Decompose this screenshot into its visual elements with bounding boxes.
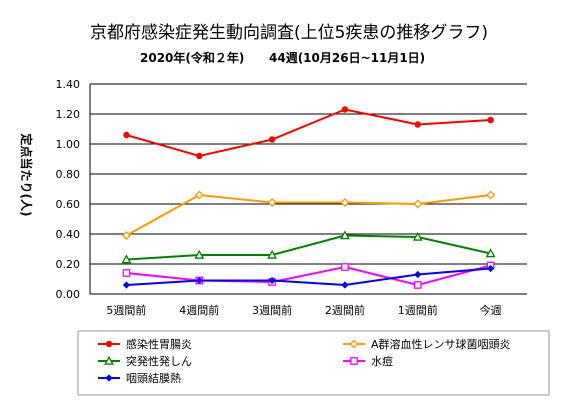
data-point bbox=[486, 190, 496, 200]
data-point bbox=[340, 230, 350, 240]
series-line bbox=[126, 264, 491, 287]
y-axis-label-text: 定点当たり(人) bbox=[19, 134, 34, 217]
y-tick-label: 0.40 bbox=[56, 228, 81, 241]
y-axis-label: 定点当たり(人) bbox=[19, 134, 34, 217]
series bbox=[121, 106, 496, 289]
legend-marker bbox=[104, 355, 114, 365]
legend-marker bbox=[349, 339, 359, 349]
series-line bbox=[126, 267, 491, 287]
data-point bbox=[268, 136, 276, 143]
data-point bbox=[341, 263, 349, 271]
series-line bbox=[125, 193, 491, 237]
data-point bbox=[194, 190, 204, 200]
series-line bbox=[126, 234, 491, 261]
y-tick-label: 0.20 bbox=[56, 258, 81, 271]
data-point bbox=[341, 106, 349, 113]
y-tick-labels: 0.00 0.20 0.40 0.60 0.80 1.00 1.20 1.40 bbox=[56, 78, 81, 301]
legend-label: 咽頭結膜熱 bbox=[126, 371, 181, 385]
legend-box bbox=[77, 330, 550, 396]
legend-marker bbox=[105, 374, 113, 382]
chart-title: 京都府感染症発生動向調査(上位5疾患の推移グラフ) bbox=[90, 23, 488, 43]
chart-subtitle-week: 44週(10月26日~11月1日) bbox=[269, 50, 425, 65]
data-point bbox=[121, 254, 132, 264]
data-point bbox=[122, 281, 131, 289]
data-point bbox=[414, 270, 422, 279]
y-tick-label: 0.60 bbox=[56, 198, 81, 211]
data-point bbox=[121, 230, 131, 241]
data-point bbox=[487, 116, 494, 124]
x-tick-label: 2週間前 bbox=[325, 303, 365, 317]
y-tick-label: 1.00 bbox=[56, 138, 81, 151]
x-tick-label: 5週間前 bbox=[106, 303, 146, 317]
x-tick-label: 3週間前 bbox=[252, 303, 292, 317]
x-tick-labels: 5週間前 4週間前 3週間前 2週間前 1週間前 今週 bbox=[106, 303, 501, 317]
legend-marker bbox=[350, 357, 358, 365]
y-tick-label: 0.00 bbox=[56, 288, 81, 301]
y-tick-label: 0.80 bbox=[56, 168, 81, 181]
data-point bbox=[414, 121, 421, 128]
data-point bbox=[195, 276, 203, 285]
x-tick-label: 4週間前 bbox=[179, 303, 219, 317]
x-tick-label: 今週 bbox=[480, 303, 502, 317]
chart-subtitle-year: 2020年(令和２年) bbox=[140, 50, 244, 65]
axes bbox=[89, 84, 527, 295]
series-line bbox=[126, 108, 491, 158]
x-tick-label: 1週間前 bbox=[398, 303, 438, 317]
data-point bbox=[340, 197, 350, 208]
y-tick-label: 1.20 bbox=[56, 108, 81, 121]
legend-marker bbox=[105, 340, 113, 348]
legend-label: A群溶血性レンサ球菌咽頭炎 bbox=[371, 337, 511, 351]
legend-label: 感染性胃腸炎 bbox=[126, 337, 192, 351]
data-point bbox=[341, 281, 349, 289]
legend-label: 水痘 bbox=[371, 354, 393, 368]
legend-label: 突発性発しん bbox=[126, 354, 192, 368]
data-point bbox=[196, 152, 203, 160]
data-point bbox=[413, 281, 422, 289]
data-point bbox=[268, 276, 276, 285]
data-point bbox=[267, 249, 277, 259]
data-point bbox=[194, 249, 205, 259]
data-point bbox=[412, 231, 423, 241]
data-point bbox=[123, 131, 130, 139]
y-tick-label: 1.40 bbox=[56, 78, 81, 91]
data-point bbox=[267, 197, 277, 208]
data-point bbox=[122, 269, 131, 277]
data-point bbox=[413, 199, 423, 209]
grid bbox=[90, 83, 527, 265]
data-point bbox=[486, 264, 495, 273]
data-point bbox=[485, 248, 496, 258]
